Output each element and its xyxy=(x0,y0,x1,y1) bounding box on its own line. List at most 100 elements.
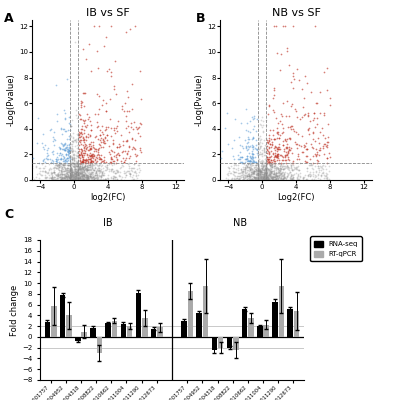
Point xyxy=(83,171,90,177)
Point xyxy=(256,144,263,151)
Bar xyxy=(279,286,284,337)
Point xyxy=(268,170,274,176)
Point xyxy=(42,169,49,176)
Point xyxy=(80,176,87,182)
Y-axis label: -Log(Pvalue): -Log(Pvalue) xyxy=(7,74,16,126)
Point xyxy=(324,87,330,93)
Point xyxy=(40,165,46,171)
Point xyxy=(61,175,67,182)
Point xyxy=(112,58,119,64)
Point xyxy=(68,169,74,176)
Point xyxy=(88,173,94,179)
Point xyxy=(60,154,67,160)
Point xyxy=(276,172,283,178)
Point xyxy=(84,162,91,169)
Point xyxy=(80,167,86,174)
Point xyxy=(56,162,62,168)
Point xyxy=(252,177,258,183)
Point xyxy=(68,171,75,177)
Point xyxy=(119,148,126,155)
Point xyxy=(76,174,82,180)
Point xyxy=(257,121,263,128)
Bar xyxy=(151,329,156,337)
Point xyxy=(113,174,120,180)
Point xyxy=(78,177,85,183)
Point xyxy=(271,136,277,142)
Point xyxy=(238,143,245,149)
Point xyxy=(79,171,85,178)
Point xyxy=(251,159,258,165)
Point xyxy=(71,170,77,177)
Point xyxy=(315,163,321,170)
Point xyxy=(102,167,109,174)
Point xyxy=(90,162,96,168)
Point xyxy=(108,158,114,165)
Point xyxy=(247,176,254,183)
Point xyxy=(273,144,279,151)
Point xyxy=(79,154,85,160)
Point xyxy=(288,145,294,151)
Point xyxy=(259,162,265,169)
Point xyxy=(72,162,79,169)
Point xyxy=(62,145,69,152)
Point xyxy=(71,173,78,180)
Point xyxy=(271,158,277,165)
Point xyxy=(271,163,277,170)
Point xyxy=(130,143,136,150)
Point xyxy=(74,172,80,178)
Point xyxy=(73,174,80,180)
Point xyxy=(78,159,84,166)
Point xyxy=(76,156,83,163)
Point xyxy=(104,132,111,138)
Point xyxy=(252,174,258,180)
Point xyxy=(320,170,326,176)
Point xyxy=(310,160,316,166)
Point xyxy=(69,174,76,180)
Point xyxy=(246,164,252,170)
Point xyxy=(262,164,268,171)
Point xyxy=(251,163,257,170)
Point xyxy=(269,139,275,145)
Point xyxy=(87,160,94,167)
Title: IB vs SF: IB vs SF xyxy=(86,8,130,18)
Point xyxy=(90,138,96,145)
Point xyxy=(79,131,85,138)
Point xyxy=(274,144,281,150)
Point xyxy=(247,164,254,170)
Point xyxy=(243,172,250,179)
Point xyxy=(283,164,290,171)
Point xyxy=(68,173,75,179)
Point xyxy=(319,163,325,169)
Point xyxy=(64,165,70,172)
Point xyxy=(97,160,103,167)
Point xyxy=(61,164,68,170)
Point xyxy=(67,174,73,181)
Point xyxy=(96,167,102,173)
Point xyxy=(236,176,242,182)
Point xyxy=(76,172,82,178)
Point xyxy=(73,172,79,179)
Point xyxy=(277,132,284,138)
Point xyxy=(274,152,280,158)
Point xyxy=(131,161,137,168)
Point xyxy=(70,174,77,181)
Point xyxy=(92,146,98,152)
Point xyxy=(57,162,64,169)
Point xyxy=(285,172,292,178)
Point xyxy=(98,174,104,180)
Point xyxy=(77,165,83,172)
Point xyxy=(264,174,271,181)
Point xyxy=(89,177,95,183)
Point xyxy=(267,162,273,168)
Point xyxy=(58,171,64,177)
Point xyxy=(54,162,60,168)
Point xyxy=(323,160,330,166)
Point xyxy=(284,144,290,150)
Point xyxy=(246,165,252,171)
Point xyxy=(265,176,272,182)
Point xyxy=(288,173,294,179)
Point xyxy=(88,174,95,181)
Point xyxy=(76,151,82,158)
Point xyxy=(63,174,70,180)
Point xyxy=(242,173,248,179)
